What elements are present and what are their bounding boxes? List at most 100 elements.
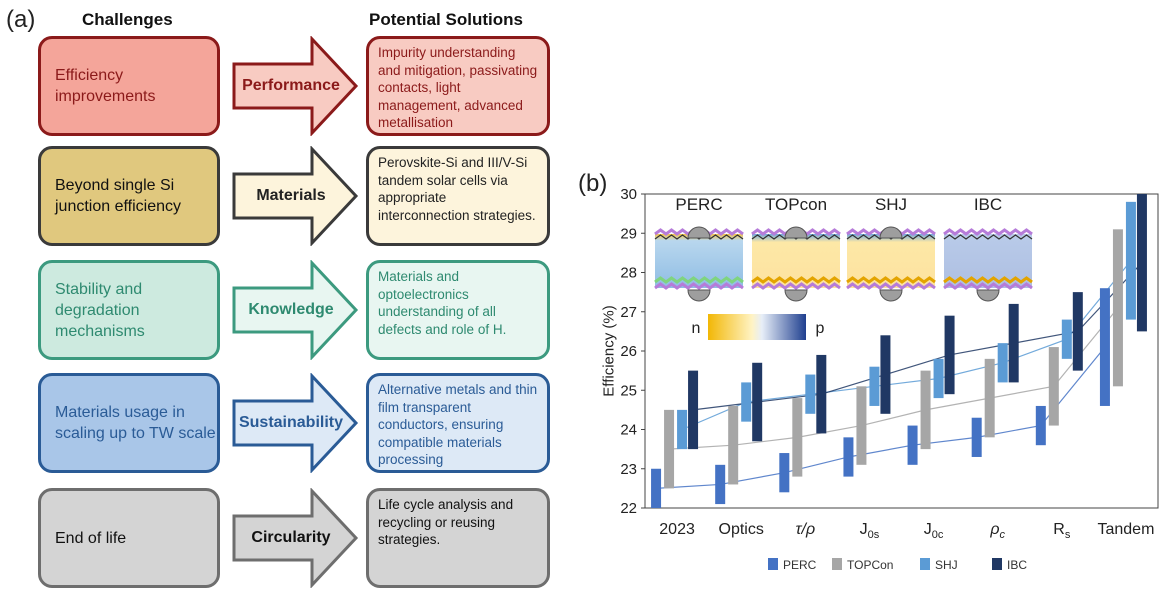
challenges-header: Challenges (82, 10, 173, 29)
y-tick-label: 24 (620, 422, 637, 439)
cell-back-layer (943, 282, 1033, 290)
y-tick-label: 27 (620, 304, 637, 321)
solution-text: Life cycle analysis and recycling or reu… (378, 497, 514, 547)
right-arrow-icon (232, 373, 359, 473)
solutions-header: Potential Solutions (369, 10, 523, 29)
bar-shj (1061, 319, 1072, 359)
solution-box: Impurity understanding and mitigation, p… (366, 36, 550, 136)
bar-topcon (856, 386, 867, 465)
challenge-text: Beyond single Si junction efficiency (55, 177, 181, 215)
x-tick-label: τ/ρ (796, 521, 816, 538)
y-tick-label: 22 (620, 500, 637, 517)
bar-shj (997, 343, 1008, 383)
solution-box: Materials and optoelectronics understand… (366, 260, 550, 360)
bar-perc (651, 468, 662, 508)
cell-bottom-layer (751, 276, 841, 284)
y-tick-label: 30 (620, 186, 637, 203)
legend-swatch (992, 558, 1002, 570)
arrow-circularity: Circularity (232, 488, 360, 588)
solution-text: Impurity understanding and mitigation, p… (378, 45, 538, 130)
legend-item: PERC (768, 558, 817, 572)
cell-top-line (751, 234, 841, 240)
bar-ibc (1136, 194, 1147, 332)
bar-perc (843, 437, 854, 477)
front-contact (879, 226, 903, 239)
x-tick-label: Tandem (1097, 521, 1154, 538)
front-contact (784, 226, 808, 239)
bar-ibc (752, 362, 763, 442)
challenge-text: Stability and degradation mechanisms (55, 280, 145, 340)
efficiency-chart: 22 23 24 25 26 27 28 29 30 Efficiency (%) 2023 Opti… (600, 186, 1159, 572)
arrow-materials: Materials (232, 146, 360, 246)
solution-text: Alternative metals and thin film transpa… (378, 382, 538, 467)
back-contact (784, 289, 808, 302)
right-arrow-icon (232, 488, 359, 588)
arrow-label: Knowledge (248, 301, 334, 318)
n-label: n (692, 320, 701, 337)
cell-top-line (943, 234, 1033, 240)
right-arrow-icon (232, 36, 359, 136)
bar-topcon (728, 405, 739, 485)
legend-label: SHJ (935, 558, 958, 572)
challenge-text: Efficiency improvements (55, 67, 156, 105)
bar-perc (971, 417, 982, 457)
bar-ibc (880, 335, 891, 414)
y-tick-label: 29 (620, 225, 637, 242)
solution-box: Life cycle analysis and recycling or reu… (366, 488, 550, 588)
solution-text: Perovskite-Si and III/V-Si tandem solar … (378, 155, 536, 223)
solution-box: Alternative metals and thin film transpa… (366, 373, 550, 473)
bar-perc (1099, 288, 1110, 406)
challenge-text: End of life (55, 529, 127, 547)
cell-top-line (846, 234, 936, 240)
cell-back-layer (654, 282, 744, 290)
bar-shj (805, 374, 816, 414)
bar-perc (1035, 405, 1046, 446)
legend-item: IBC (992, 558, 1027, 572)
bar-shj (869, 366, 880, 406)
x-tick-label: 2023 (659, 521, 695, 538)
right-arrow-icon (232, 260, 359, 360)
bar-shj (1125, 201, 1136, 320)
legend-swatch (920, 558, 930, 570)
cell-name: TOPcon (765, 195, 827, 214)
panel-a-label: (a) (6, 6, 36, 33)
back-contact (879, 289, 903, 302)
cell-top-layer (943, 228, 1033, 236)
bar-ibc (1008, 303, 1019, 383)
cell-name: IBC (974, 195, 1002, 214)
bar-ibc (688, 370, 699, 450)
solar-cell-icon: IBC (943, 195, 1033, 302)
challenge-box: Efficiency improvements (38, 36, 220, 136)
bar-shj (933, 358, 944, 399)
x-tick-label: Optics (719, 521, 764, 538)
bar-perc (715, 464, 726, 505)
bar-topcon (984, 358, 995, 438)
bar-shj (677, 409, 688, 450)
legend-swatch (832, 558, 842, 570)
challenge-text: Materials usage in scaling up to TW scal… (55, 404, 216, 442)
y-tick-label: 25 (620, 382, 637, 399)
bar-ibc (944, 315, 955, 395)
cell-name: PERC (675, 195, 722, 214)
cell-name: SHJ (875, 195, 907, 214)
arrow-performance: Performance (232, 36, 360, 136)
cell-bottom-layer (943, 276, 1033, 284)
challenge-box: End of life (38, 488, 220, 588)
arrow-label: Circularity (251, 529, 331, 546)
arrow-label: Sustainability (238, 414, 344, 431)
solution-box: Perovskite-Si and III/V-Si tandem solar … (366, 146, 550, 246)
y-axis-label: Efficiency (%) (600, 305, 617, 396)
trend-line-topcon (669, 307, 1119, 450)
bar-ibc (816, 354, 827, 434)
legend-label: IBC (1007, 558, 1027, 572)
cell-bottom-layer (846, 276, 936, 284)
challenge-box: Materials usage in scaling up to TW scal… (38, 373, 220, 473)
x-tick-label: Rs (1053, 521, 1071, 541)
bar-topcon (664, 409, 675, 489)
panel-b-label: (b) (578, 170, 608, 197)
back-contact (976, 289, 1000, 302)
bar-topcon (1112, 229, 1123, 387)
bar-topcon (1048, 347, 1059, 426)
arrow-knowledge: Knowledge (232, 260, 360, 360)
bar-topcon (920, 370, 931, 450)
